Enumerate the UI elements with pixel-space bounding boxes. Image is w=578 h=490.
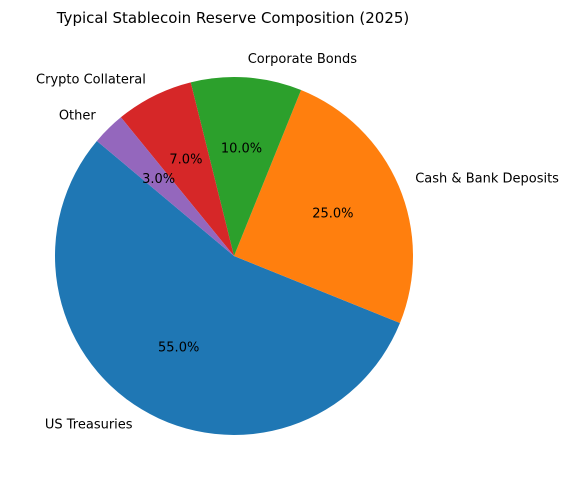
percent-label-cash-bank-deposits: 25.0%: [312, 207, 353, 222]
pie-labels: US Treasuries 55.0% Cash & Bank Deposits 25…: [36, 52, 559, 432]
slice-other: [96, 117, 234, 256]
slice-crypto-collateral: [120, 82, 234, 256]
percent-label-us-treasuries: 55.0%: [158, 341, 199, 356]
percent-label-crypto-collateral: 7.0%: [169, 152, 202, 167]
category-label-cash-bank-deposits: Cash & Bank Deposits: [415, 172, 559, 187]
slice-cash-bank-deposits: [234, 90, 413, 324]
chart-title: Typical Stablecoin Reserve Composition (…: [56, 9, 410, 27]
category-label-us-treasuries: US Treasuries: [45, 417, 133, 432]
category-label-corporate-bonds: Corporate Bonds: [248, 52, 357, 67]
pie-slices: [54, 77, 413, 436]
percent-label-corporate-bonds: 10.0%: [221, 141, 262, 156]
percent-label-other: 3.0%: [142, 172, 175, 187]
slice-us-treasuries: [54, 140, 400, 436]
slice-corporate-bonds: [190, 77, 302, 256]
category-label-crypto-collateral: Crypto Collateral: [36, 72, 146, 87]
category-label-other: Other: [59, 108, 97, 123]
